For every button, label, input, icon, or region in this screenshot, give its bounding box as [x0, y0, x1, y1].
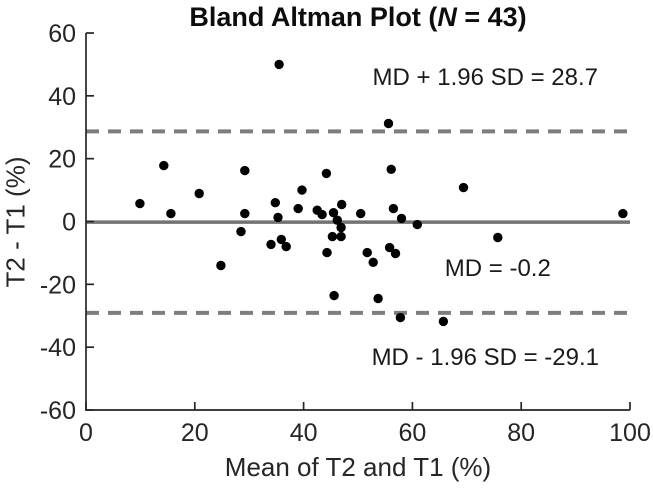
data-point [493, 232, 503, 243]
data-point [362, 247, 372, 258]
data-point [276, 234, 286, 245]
data-point [618, 208, 628, 219]
y-tick-label: 60 [48, 20, 76, 48]
data-point [274, 59, 284, 70]
chart-title: Bland Altman Plot (N = 43) [86, 2, 630, 33]
data-point [317, 209, 327, 220]
data-point [321, 168, 332, 179]
x-axis-label: Mean of T2 and T1 (%) [224, 452, 492, 482]
data-point [327, 231, 338, 242]
x-tick-label: 60 [398, 419, 426, 447]
data-point [329, 290, 339, 301]
data-point [236, 226, 246, 237]
y-tick-label: -40 [40, 334, 76, 362]
data-point [166, 208, 176, 219]
data-point [412, 219, 422, 230]
data-point [216, 260, 226, 271]
data-point [297, 185, 307, 195]
data-point [337, 199, 347, 210]
data-point [356, 208, 366, 219]
data-point [388, 203, 399, 214]
data-point [336, 231, 346, 242]
y-tick-label: -60 [40, 397, 76, 425]
x-tick-label: 20 [181, 419, 209, 447]
y-tick-label: 40 [48, 83, 76, 111]
data-point [270, 198, 280, 208]
data-point [386, 164, 396, 174]
annotation-2: MD - 1.96 SD = -29.1 [372, 344, 599, 371]
data-point [159, 160, 169, 171]
x-tick-label: 40 [290, 419, 318, 447]
data-point [396, 213, 407, 224]
chart-title-suffix: = 43) [456, 2, 527, 32]
data-point [395, 312, 406, 323]
data-point [390, 248, 401, 259]
y-tick-label: 0 [62, 209, 76, 237]
data-point [438, 316, 449, 327]
annotation-0: MD + 1.96 SD = 28.7 [373, 64, 598, 91]
x-tick-label: 0 [79, 419, 93, 447]
data-point [135, 198, 145, 209]
data-point [266, 239, 276, 250]
data-point [332, 215, 342, 225]
chart-title-n-italic: N [437, 2, 457, 32]
chart-title-prefix: Bland Altman Plot ( [189, 2, 438, 32]
data-point [458, 182, 469, 193]
y-axis-label: T2 - T1 (%) [0, 156, 31, 288]
data-point [383, 118, 394, 129]
data-point [328, 208, 339, 218]
data-point [368, 257, 378, 267]
data-point [281, 241, 291, 252]
data-point [194, 188, 204, 199]
data-point [336, 222, 346, 233]
data-point [322, 247, 332, 258]
x-tick-label: 100 [609, 419, 651, 447]
data-point [293, 203, 303, 214]
data-point [240, 208, 250, 219]
data-point [240, 165, 250, 176]
data-point [373, 293, 383, 304]
data-point [273, 212, 283, 223]
y-tick-label: 20 [48, 146, 76, 174]
annotation-1: MD = -0.2 [445, 255, 551, 282]
data-point [384, 242, 395, 253]
y-tick-label: -20 [40, 271, 76, 299]
x-tick-label: 80 [507, 419, 535, 447]
